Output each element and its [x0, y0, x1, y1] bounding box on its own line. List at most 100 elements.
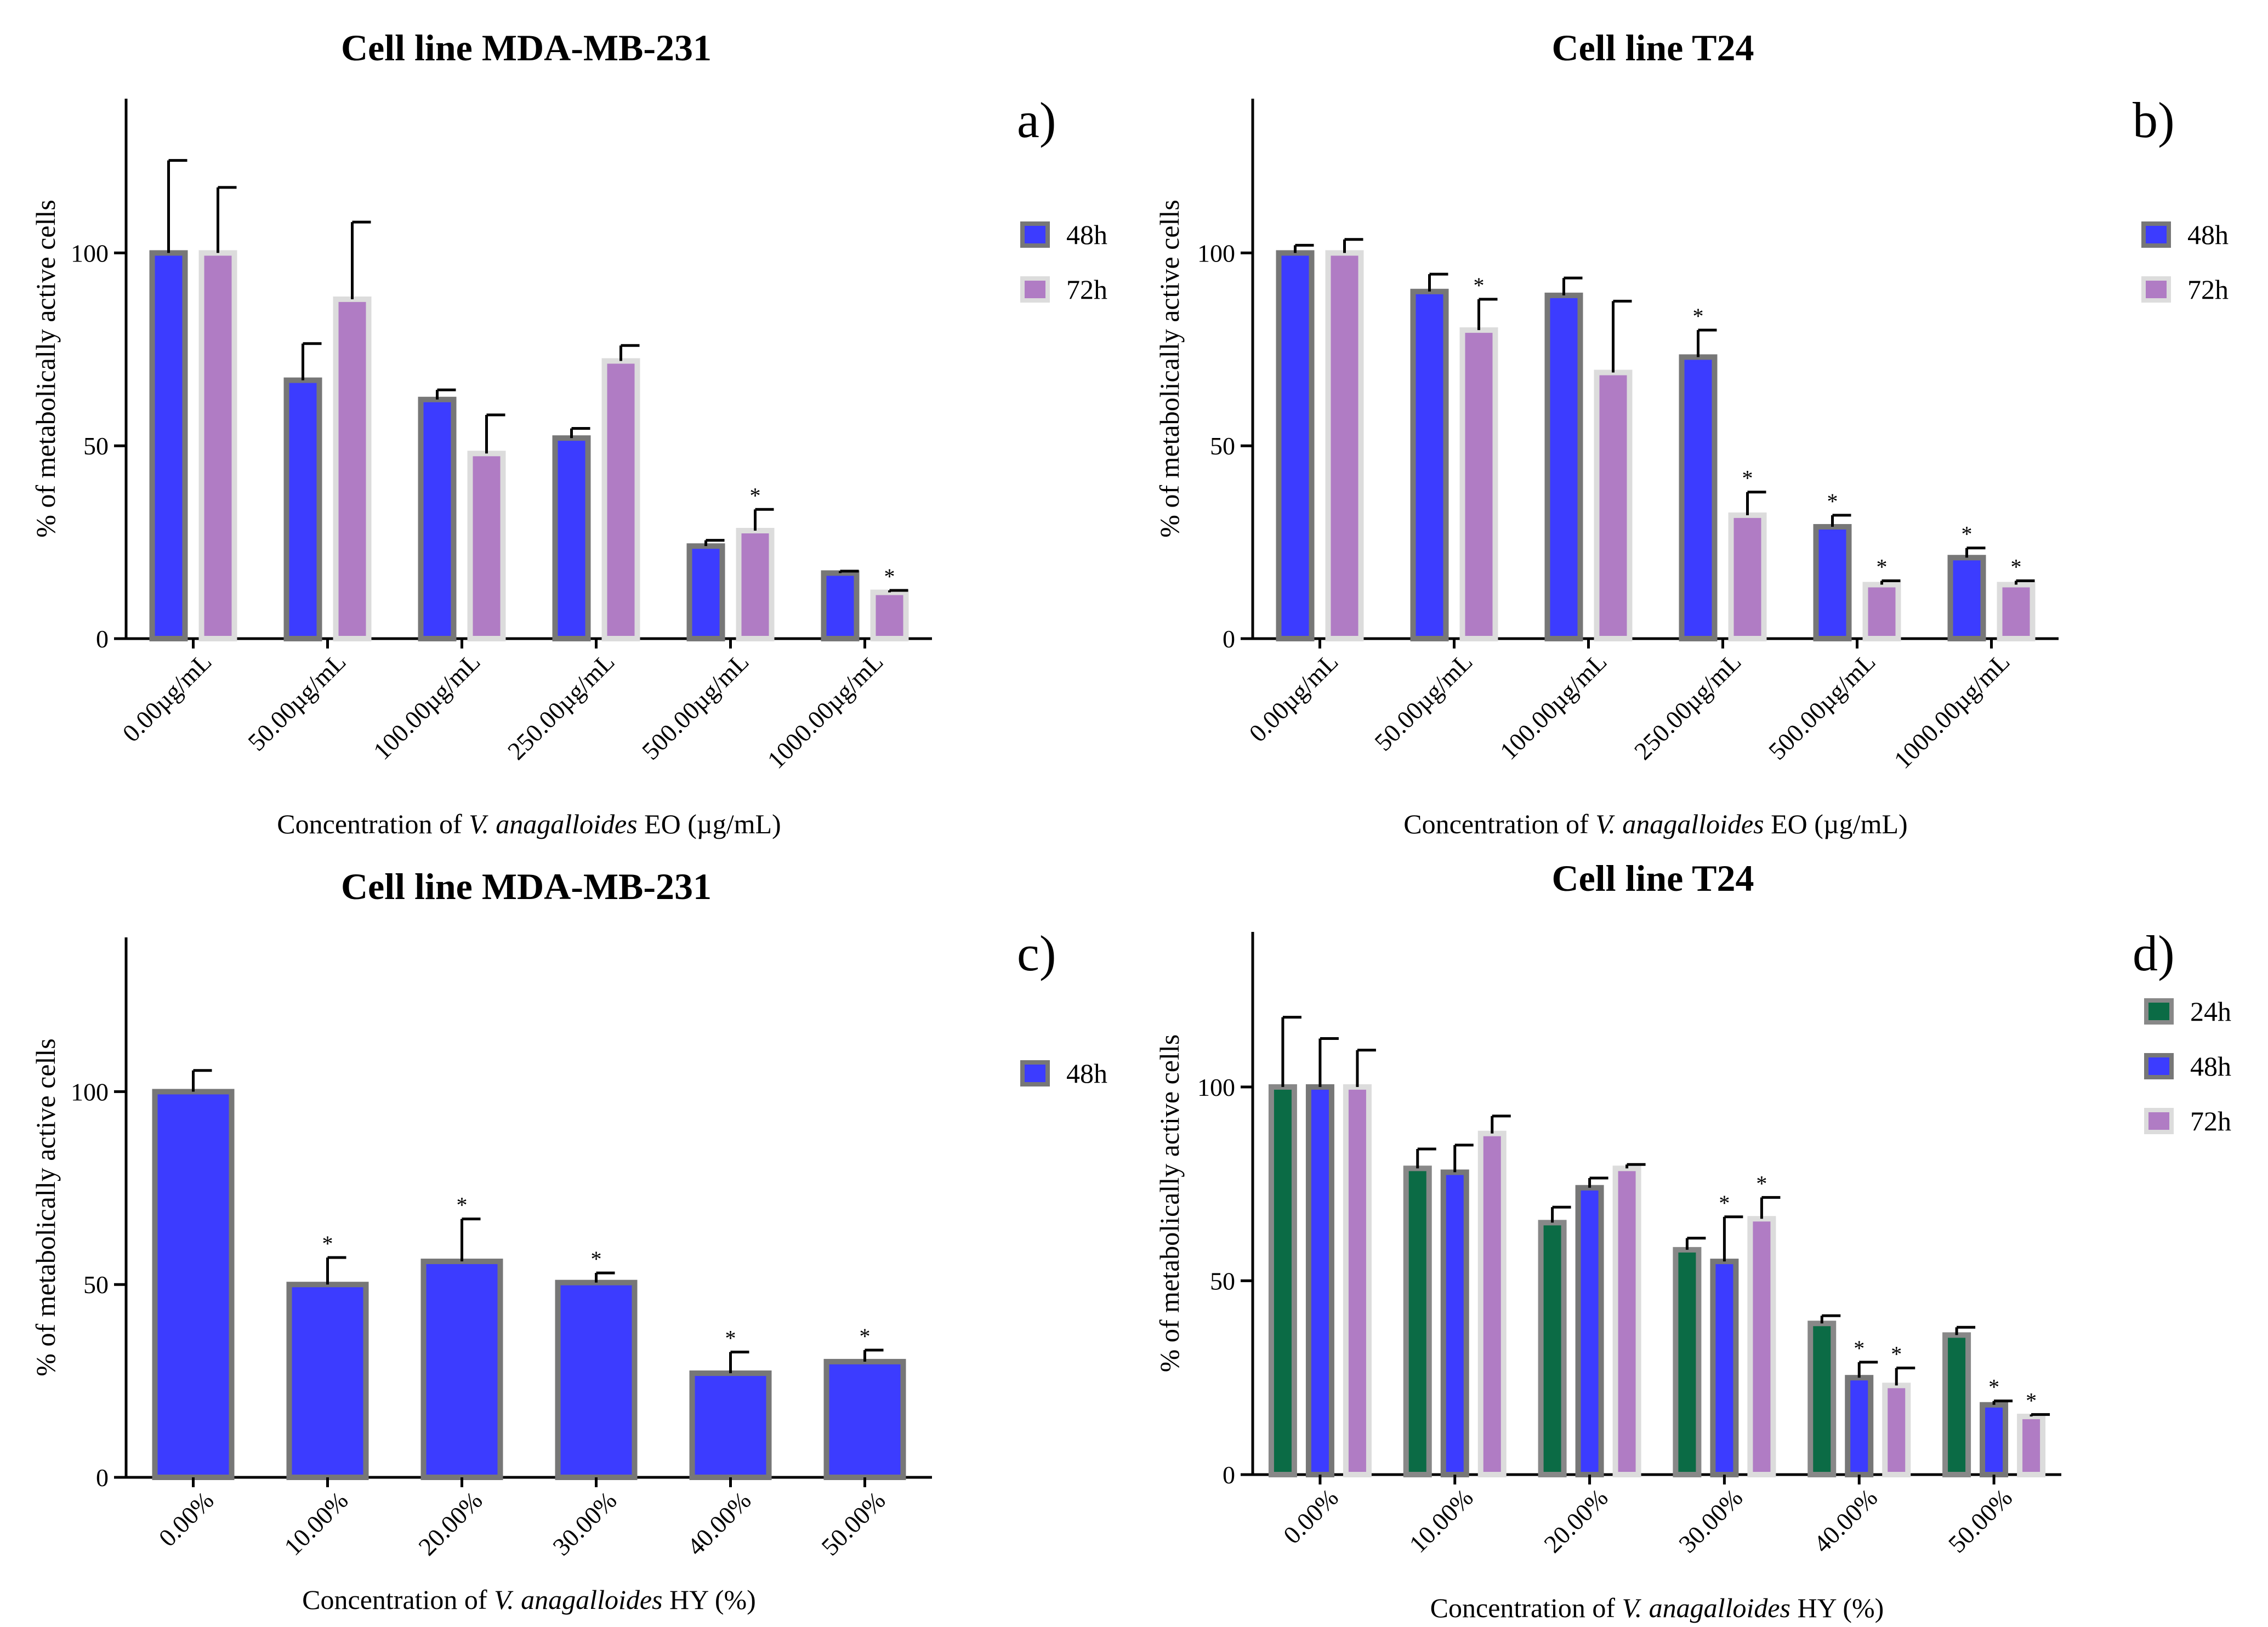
- y-tick-label-d-50: 50: [1210, 1267, 1235, 1295]
- y-tick-label-b-50: 50: [1210, 432, 1235, 460]
- bar-a-72h-3: [601, 358, 640, 642]
- x-tick-label-d-5: 50.00%: [1943, 1483, 2017, 1558]
- significance-star-d-72h-4: *: [1891, 1342, 1902, 1367]
- y-tick-label-d-100: 100: [1197, 1073, 1235, 1101]
- significance-star-d-48h-4: *: [1854, 1336, 1865, 1361]
- bar-d-24h-3: [1673, 1247, 1702, 1478]
- y-axis-label-d: % of metabolically active cells: [1154, 1034, 1185, 1372]
- x-tick-label-a-4: 500.00µg/mL: [636, 647, 754, 765]
- chart-title-c: Cell line MDA-MB-231: [341, 866, 712, 907]
- significance-star-b-72h-1: *: [1474, 273, 1485, 298]
- bar-c-48h-1: [286, 1282, 369, 1481]
- significance-star-b-48h-3: *: [1693, 304, 1704, 328]
- bar-a-72h-0: [198, 250, 237, 641]
- bar-d-24h-1: [1403, 1165, 1432, 1478]
- bar-b-72h-2: [1594, 369, 1633, 641]
- y-tick-label-c-0: 0: [96, 1464, 109, 1492]
- bar-a-72h-1: [333, 296, 372, 641]
- panel-label-c: c): [1017, 925, 1056, 981]
- x-tick-label-d-3: 30.00%: [1673, 1483, 1748, 1558]
- y-axis-label-a: % of metabolically active cells: [30, 200, 61, 537]
- bar-d-24h-4: [1807, 1321, 1837, 1478]
- bar-a-48h-0: [149, 250, 188, 641]
- legend-swatch-d-72h: [2144, 1108, 2174, 1134]
- y-axis-label-c: % of metabolically active cells: [30, 1038, 61, 1376]
- significance-star-b-72h-4: *: [1877, 554, 1888, 579]
- bar-c-48h-3: [555, 1279, 638, 1481]
- legend-swatch-c-48h: [1020, 1060, 1050, 1086]
- significance-star-d-48h-5: *: [1988, 1375, 1999, 1400]
- bar-d-72h-5: [2017, 1413, 2046, 1477]
- y-axis-label-b: % of metabolically active cells: [1154, 200, 1185, 537]
- bar-d-48h-1: [1440, 1169, 1469, 1477]
- legend-label-b-72h: 72h: [2187, 274, 2229, 305]
- x-tick-label-d-1: 10.00%: [1403, 1483, 1478, 1558]
- chart-title-d: Cell line T24: [1552, 857, 1754, 899]
- x-tick-label-d-2: 20.00%: [1538, 1483, 1613, 1558]
- legend-label-c-48h: 48h: [1066, 1058, 1107, 1089]
- bar-a-48h-5: [821, 570, 860, 641]
- significance-star-a-72h-5: *: [884, 564, 895, 589]
- bar-d-48h-0: [1305, 1084, 1334, 1478]
- x-axis-label-b: Concentration of V. anagalloides EO (µg/…: [1403, 809, 1907, 839]
- chart-title-a: Cell line MDA-MB-231: [341, 27, 712, 69]
- bar-b-48h-3: [1679, 354, 1718, 641]
- legend-label-a-72h: 72h: [1066, 274, 1107, 305]
- panel-label-d: d): [2133, 925, 2175, 981]
- bar-d-24h-2: [1538, 1220, 1567, 1478]
- y-tick-label-c-50: 50: [83, 1271, 109, 1299]
- legend-label-b-48h: 48h: [2187, 219, 2229, 250]
- bar-a-72h-5: [870, 589, 909, 641]
- bar-a-48h-2: [418, 396, 457, 641]
- bar-d-72h-2: [1612, 1165, 1641, 1478]
- bar-d-72h-0: [1343, 1084, 1372, 1478]
- x-tick-label-b-5: 1000.00µg/mL: [1889, 647, 2015, 774]
- significance-star-b-48h-4: *: [1827, 489, 1838, 514]
- significance-star-b-48h-5: *: [1962, 522, 1973, 547]
- x-tick-label-b-4: 500.00µg/mL: [1763, 647, 1881, 765]
- significance-star-d-72h-5: *: [2026, 1388, 2037, 1413]
- bar-c-48h-5: [823, 1358, 906, 1480]
- bar-b-72h-4: [1862, 582, 1901, 641]
- significance-star-c-48h-1: *: [322, 1231, 333, 1256]
- significance-star-c-48h-5: *: [860, 1324, 871, 1349]
- bar-a-72h-2: [467, 451, 506, 641]
- chart-title-b: Cell line T24: [1552, 27, 1754, 69]
- y-tick-label-a-100: 100: [71, 239, 109, 267]
- bar-b-72h-5: [1997, 582, 2036, 641]
- bar-d-48h-4: [1845, 1375, 1874, 1478]
- x-axis-label-c: Concentration of V. anagalloides HY (%): [302, 1584, 756, 1615]
- bar-d-24h-0: [1268, 1084, 1297, 1478]
- y-tick-label-a-0: 0: [96, 625, 109, 653]
- legend-label-a-48h: 48h: [1066, 219, 1107, 250]
- bar-b-72h-3: [1728, 512, 1767, 641]
- bar-d-72h-1: [1477, 1130, 1507, 1478]
- y-tick-label-a-50: 50: [83, 432, 109, 460]
- bar-b-48h-5: [1947, 555, 1986, 641]
- x-axis-label-a: Concentration of V. anagalloides EO (µg/…: [277, 809, 781, 839]
- x-axis-label-d: Concentration of V. anagalloides HY (%): [1430, 1592, 1884, 1623]
- x-tick-label-b-1: 50.00µg/mL: [1369, 647, 1477, 756]
- legend-label-d-24h: 24h: [2190, 996, 2231, 1027]
- bar-d-72h-4: [1882, 1383, 1911, 1478]
- bar-d-48h-5: [1980, 1402, 2009, 1478]
- significance-star-a-72h-4: *: [750, 483, 761, 508]
- bar-b-48h-2: [1544, 292, 1583, 641]
- x-tick-label-a-2: 100.00µg/mL: [368, 647, 486, 765]
- x-tick-label-a-1: 50.00µg/mL: [242, 647, 351, 756]
- legend-swatch-d-48h: [2144, 1053, 2174, 1079]
- bar-b-48h-4: [1813, 524, 1852, 642]
- bar-b-72h-1: [1459, 327, 1498, 641]
- significance-star-b-72h-3: *: [1742, 466, 1753, 491]
- legend-swatch-b-72h: [2141, 276, 2171, 303]
- bar-c-48h-0: [152, 1089, 235, 1480]
- panel-label-b: b): [2133, 92, 2175, 148]
- bar-a-48h-4: [686, 543, 725, 642]
- x-tick-label-b-0: 0.00µg/mL: [1243, 647, 1343, 747]
- legend-swatch-a-72h: [1020, 276, 1050, 303]
- x-tick-label-a-0: 0.00µg/mL: [117, 647, 217, 747]
- x-tick-label-a-5: 1000.00µg/mL: [762, 647, 889, 774]
- x-tick-label-c-2: 20.00%: [413, 1486, 487, 1561]
- legend-label-d-48h: 48h: [2190, 1051, 2231, 1082]
